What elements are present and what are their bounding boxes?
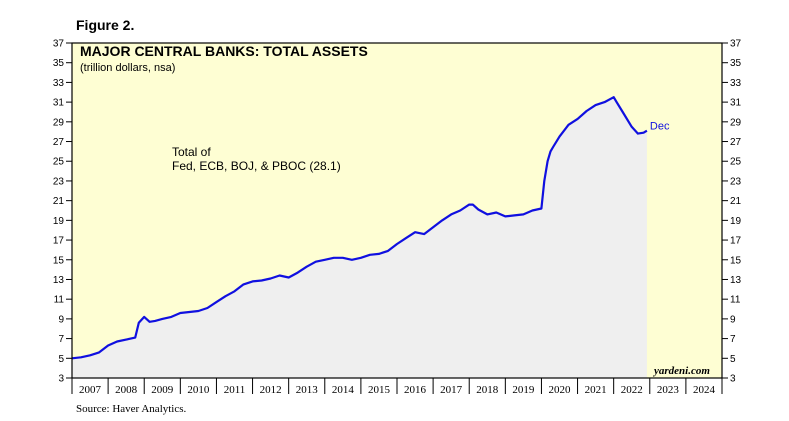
y-tick-label-right: 3 [730,374,736,385]
y-tick-label-left: 11 [54,295,65,306]
y-tick-label-left: 23 [53,176,65,187]
x-tick-label: 2014 [332,384,355,396]
x-tick-label: 2022 [621,384,643,396]
y-tick-label-right: 19 [730,216,742,227]
x-tick-label: 2013 [296,384,319,396]
y-tick-label-right: 27 [730,137,742,148]
x-tick-label: 2024 [693,384,716,396]
y-tick-label-left: 35 [53,58,65,69]
y-tick-label-right: 31 [730,98,742,109]
y-tick-label-left: 17 [53,236,65,247]
y-tick-label-right: 25 [730,157,742,168]
x-tick-label: 2010 [187,384,210,396]
y-tick-label-left: 21 [53,196,65,207]
series-area [72,97,647,378]
y-tick-label-left: 33 [53,78,65,89]
y-tick-label-left: 37 [53,39,65,50]
x-tick-label: 2015 [368,384,391,396]
x-tick-label: 2020 [549,384,572,396]
series-line [71,96,648,360]
y-tick-label-right: 23 [730,176,742,187]
x-tick-label: 2007 [79,384,102,396]
annotation-line-1: Total of [172,145,211,159]
y-tick-label-right: 5 [730,354,736,365]
y-tick-label-right: 9 [730,314,736,325]
brand-watermark: yardeni.com [652,365,710,377]
x-tick-label: 2008 [115,384,138,396]
y-tick-label-left: 3 [58,374,64,385]
source-note: Source: Haver Analytics. [76,403,187,415]
y-tick-label-left: 7 [58,334,64,345]
y-tick-label-left: 13 [53,275,65,286]
x-tick-label: 2012 [260,384,282,396]
x-tick-label: 2011 [224,384,246,396]
chart-title: MAJOR CENTRAL BANKS: TOTAL ASSETS [80,43,368,59]
y-tick-label-left: 31 [53,98,65,109]
y-tick-label-left: 9 [58,314,64,325]
y-tick-label-right: 33 [730,78,742,89]
y-tick-label-left: 19 [53,216,65,227]
y-tick-label-left: 29 [53,117,65,128]
y-tick-label-right: 17 [730,236,742,247]
y-tick-label-right: 7 [730,334,736,345]
y-tick-label-right: 35 [730,58,742,69]
x-tick-label: 2023 [657,384,680,396]
annotation-line-2: Fed, ECB, BOJ, & PBOC (28.1) [172,159,341,173]
y-tick-label-right: 13 [730,275,742,286]
y-tick-label-right: 29 [730,117,742,128]
y-tick-label-left: 27 [53,137,65,148]
y-tick-label-right: 37 [730,39,742,50]
x-tick-label: 2016 [404,384,427,396]
y-tick-label-right: 11 [730,295,741,306]
chart-subtitle: (trillion dollars, nsa) [80,62,175,74]
y-tick-label-right: 21 [730,196,742,207]
x-tick-label: 2017 [440,384,463,396]
end-label: Dec [650,121,670,133]
y-tick-label-right: 15 [730,255,742,266]
x-tick-label: 2018 [476,384,499,396]
x-tick-label: 2009 [151,384,174,396]
x-tick-label: 2021 [585,384,607,396]
y-tick-label-left: 25 [53,157,65,168]
x-tick-label: 2019 [512,384,535,396]
y-tick-label-left: 5 [58,354,64,365]
y-tick-label-left: 15 [53,255,65,266]
figure-label: Figure 2. [76,17,135,33]
